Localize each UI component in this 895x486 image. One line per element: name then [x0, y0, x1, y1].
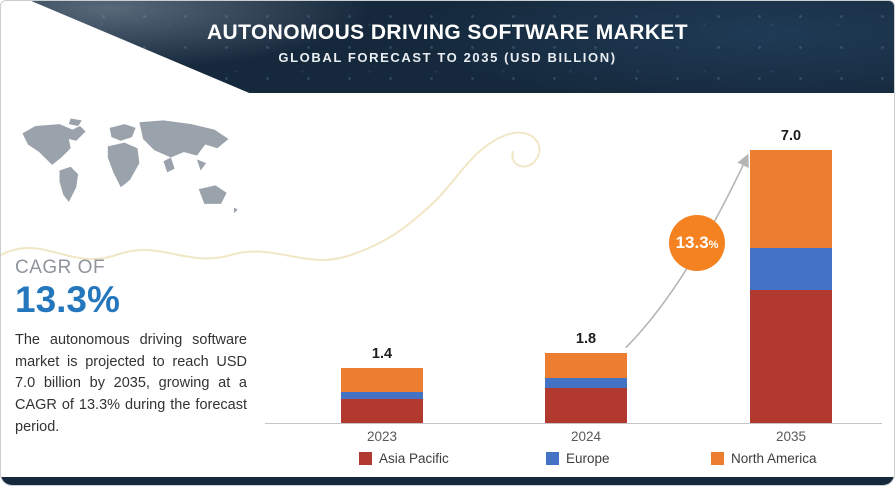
- market-description: The autonomous driving software market i…: [15, 331, 247, 435]
- cagr-label: CAGR OF: [15, 257, 106, 278]
- bar-value-label-2023: 1.4: [371, 346, 393, 362]
- bottom-accent-bar: [1, 477, 894, 485]
- legend-item-asia-pacific: Asia Pacific: [359, 451, 449, 466]
- x-tick-2035: 2035: [775, 429, 807, 444]
- segment-2023-asia-pacific: [341, 399, 423, 423]
- chart-area: 13.3% 1.4 1.8 7.0 2023 2024 2035 Asia Pacifi…: [259, 93, 894, 477]
- header-banner: AUTONOMOUS DRIVING SOFTWARE MARKET GLOBA…: [31, 1, 894, 93]
- legend-label-north-america: North America: [731, 451, 817, 466]
- legend-swatch-north-america: [711, 452, 724, 465]
- segment-2024-asia-pacific: [545, 387, 627, 423]
- bars: 1.4 1.8 7.0: [259, 93, 894, 423]
- legend-item-north-america: North America: [711, 451, 817, 466]
- cagr-value: 13.3%: [15, 279, 120, 320]
- legend: Asia Pacific Europe North America: [259, 451, 894, 471]
- cagr-badge-value: 13.3: [675, 233, 709, 252]
- cagr-badge-percent: %: [708, 238, 719, 251]
- bar-2023: 1.4: [341, 346, 423, 423]
- world-map-icon: [22, 118, 238, 214]
- bar-value-label-2035: 7.0: [780, 128, 802, 144]
- segment-2023-north-america: [341, 368, 423, 392]
- sidebar: CAGR OF 13.3% The autonomous driving sof…: [1, 93, 259, 477]
- legend-label-europe: Europe: [566, 451, 610, 466]
- segment-2035-europe: [750, 247, 832, 291]
- legend-item-europe: Europe: [546, 451, 610, 466]
- segment-2023-europe: [341, 391, 423, 400]
- segment-2024-europe: [545, 378, 627, 388]
- legend-swatch-asia-pacific: [359, 452, 372, 465]
- x-tick-2024: 2024: [570, 429, 602, 444]
- cagr-badge: 13.3%: [669, 215, 725, 271]
- x-tick-2023: 2023: [366, 429, 398, 444]
- segment-2035-asia-pacific: [750, 290, 832, 423]
- page-subtitle: GLOBAL FORECAST TO 2035 (USD BILLION): [278, 50, 617, 65]
- bar-2035: 7.0: [750, 128, 832, 423]
- bar-2024: 1.8: [545, 331, 627, 423]
- x-axis-line: [265, 423, 882, 424]
- legend-swatch-europe: [546, 452, 559, 465]
- legend-label-asia-pacific: Asia Pacific: [379, 451, 449, 466]
- segment-2035-north-america: [750, 150, 832, 248]
- segment-2024-north-america: [545, 353, 627, 379]
- bar-value-label-2024: 1.8: [575, 331, 597, 347]
- page-title: AUTONOMOUS DRIVING SOFTWARE MARKET: [206, 21, 689, 44]
